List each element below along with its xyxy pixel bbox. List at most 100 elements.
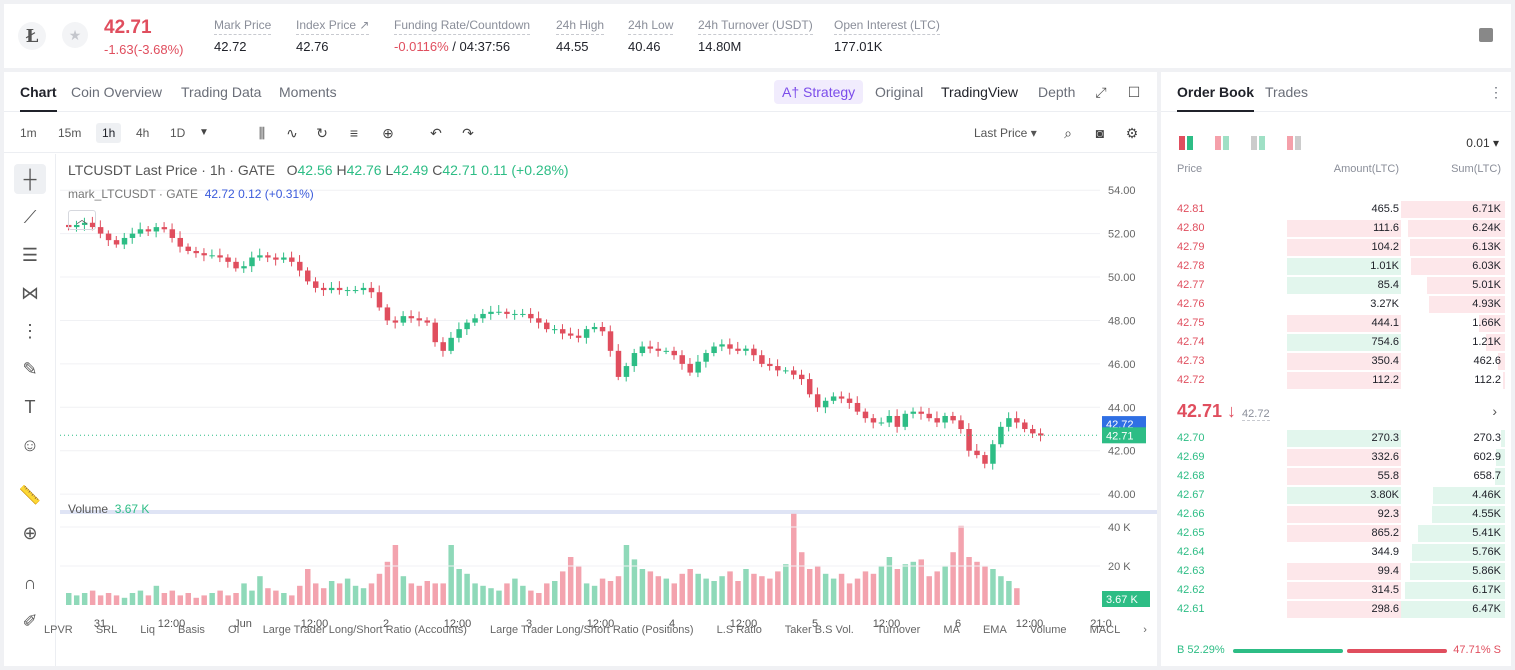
indicator-basis[interactable]: Basis [178, 624, 205, 636]
indicator-volume[interactable]: Volume [1029, 624, 1067, 636]
indicator-ema[interactable]: EMA [982, 624, 1007, 636]
ask-row[interactable]: 42.81 465.5 6.71K [1161, 200, 1511, 219]
asks-only-view-icon[interactable] [1287, 136, 1303, 150]
zoom-in-icon[interactable]: ⊕ [22, 523, 38, 543]
last-price-select[interactable]: Last Price ▾ [974, 126, 1037, 140]
camera-icon[interactable]: ◙ [1095, 125, 1105, 141]
chevron-right-icon[interactable]: › [1143, 624, 1147, 636]
sum-header: Sum(LTC) [1451, 163, 1501, 175]
indicator-ls-ratio[interactable]: L.S Ratio [716, 624, 762, 636]
bid-row[interactable]: 42.65 865.2 5.41K [1161, 524, 1511, 543]
crosshair-icon[interactable]: ┼ [14, 164, 46, 194]
indicator-macd[interactable]: MACL [1089, 624, 1121, 636]
strategy-button[interactable]: A† Strategy [774, 80, 864, 104]
add-alert-icon[interactable]: ⊕ [382, 125, 394, 141]
lock-drawing-icon[interactable]: ✐ [22, 611, 38, 631]
horizontal-lines-icon[interactable]: ☰ [21, 245, 39, 265]
candlestick-chart[interactable]: 54.00 52.00 50.00 48.00 46.00 44.00 42.00 40.00… [60, 154, 1157, 666]
candle-body [129, 233, 136, 238]
timeframe-1h[interactable]: 1h [96, 123, 122, 143]
candle-type-icon[interactable]: ⫼ [258, 125, 266, 141]
ask-row[interactable]: 42.72 112.2 112.2 [1161, 371, 1511, 390]
bid-row[interactable]: 42.70 270.3 270.3 [1161, 429, 1511, 448]
favorite-star-icon[interactable]: ★ [62, 22, 88, 48]
timeframe-1m[interactable]: 1m [20, 126, 37, 140]
bid-row[interactable]: 42.66 92.3 4.55K [1161, 505, 1511, 524]
ask-row[interactable]: 42.74 754.6 1.21K [1161, 333, 1511, 352]
bid-row[interactable]: 42.68 55.8 658.7 [1161, 467, 1511, 486]
tab-order-book[interactable]: Order Book [1177, 84, 1255, 112]
ticker-header: Ł ★ 42.71 -1.63(-3.68%) Mark Price 42.72… [4, 4, 1511, 68]
search-icon[interactable]: ⌕ [1064, 125, 1072, 141]
settings-gear-icon[interactable]: ⚙ [1125, 125, 1139, 141]
ask-row[interactable]: 42.80 111.6 6.24K [1161, 219, 1511, 238]
templates-icon[interactable]: ≡ [349, 125, 359, 141]
emoji-icon[interactable]: ☺ [20, 435, 40, 455]
tab-moments[interactable]: Moments [279, 84, 337, 100]
text-tool-icon[interactable]: T [24, 397, 36, 417]
redo-icon[interactable]: ↷ [462, 125, 474, 141]
undo-icon[interactable]: ↶ [430, 125, 442, 141]
tab-trades[interactable]: Trades [1265, 84, 1309, 100]
timeframe-dropdown-icon[interactable]: ▼ [199, 127, 209, 138]
bid-row[interactable]: 42.64 344.9 5.76K [1161, 543, 1511, 562]
mid-price[interactable]: 42.71 ↓ 42.72 [1177, 401, 1270, 422]
timeframe-4h[interactable]: 4h [136, 126, 150, 140]
ask-row[interactable]: 42.73 350.4 462.6 [1161, 352, 1511, 371]
ask-row[interactable]: 42.75 444.1 1.66K [1161, 314, 1511, 333]
ask-row[interactable]: 42.77 85.4 5.01K [1161, 276, 1511, 295]
tab-depth[interactable]: Depth [1038, 84, 1076, 100]
expand-icon[interactable]: ⤢ [1095, 84, 1107, 100]
precision-select[interactable]: 0.01 ▾ [1466, 136, 1499, 150]
indicator-turnover[interactable]: Turnover [876, 624, 921, 636]
tab-tradingview[interactable]: TradingView [941, 84, 1019, 100]
indicator-lpvr[interactable]: LPVR [44, 624, 73, 636]
pattern-icon[interactable]: ⋈ [21, 283, 39, 303]
both-sides-view-icon[interactable] [1179, 136, 1195, 150]
guide-book-icon[interactable] [1479, 28, 1493, 42]
chevron-right-icon[interactable]: › [1492, 403, 1497, 419]
stat-label[interactable]: Index Price ↗ [296, 18, 370, 35]
tab-coin-overview[interactable]: Coin Overview [71, 84, 163, 100]
collapse-legend-button[interactable]: ︿ [68, 210, 96, 230]
indicator-srl[interactable]: SRL [95, 624, 118, 636]
candle-body [830, 396, 837, 401]
sum-depth-bar [1433, 487, 1505, 504]
trend-line-icon[interactable]: ⟋ [23, 207, 37, 227]
bid-row[interactable]: 42.62 314.5 6.17K [1161, 581, 1511, 600]
stat-label[interactable]: Mark Price [214, 18, 272, 35]
ask-row[interactable]: 42.78 1.01K 6.03K [1161, 257, 1511, 276]
candle-body [679, 355, 685, 364]
bid-row[interactable]: 42.61 298.6 6.47K [1161, 600, 1511, 619]
fullscreen-icon[interactable]: ☐ [1127, 84, 1141, 100]
ruler-icon[interactable]: 📏 [18, 485, 42, 505]
bid-row[interactable]: 42.69 332.6 602.9 [1161, 448, 1511, 467]
more-menu-icon[interactable]: ⋮ [1489, 84, 1503, 100]
tab-chart[interactable]: Chart [20, 84, 57, 112]
bids-only-view-icon[interactable] [1251, 136, 1267, 150]
timeframe-15m[interactable]: 15m [58, 126, 82, 140]
magnet-icon[interactable]: ∩ [23, 573, 37, 593]
replay-icon[interactable]: ↻ [316, 125, 328, 141]
ask-row[interactable]: 42.79 104.2 6.13K [1161, 238, 1511, 257]
indicator-taker-vol[interactable]: Taker B.S Vol. [784, 624, 854, 636]
timeframe-1d[interactable]: 1D [170, 126, 186, 140]
stat-label[interactable]: Funding Rate/Countdown [394, 18, 531, 35]
volume-bar [97, 595, 104, 605]
indicator-liq[interactable]: Liq [140, 624, 155, 636]
fib-retracement-icon[interactable]: ⋮ [21, 321, 39, 341]
indicator-ltls-positions[interactable]: Large Trader Long/Short Ratio (Positions… [489, 624, 694, 636]
stat-label[interactable]: Open Interest (LTC) [834, 18, 940, 35]
ask-row[interactable]: 42.76 3.27K 4.93K [1161, 295, 1511, 314]
indicator-ma[interactable]: MA [943, 624, 960, 636]
indicators-icon[interactable]: ∿ [286, 125, 298, 141]
volume-bar [344, 578, 351, 605]
brush-icon[interactable]: ✎ [22, 359, 38, 379]
split-view-icon[interactable] [1215, 136, 1231, 150]
indicator-ltls-accounts[interactable]: Large Trader Long/Short Ratio (Accounts) [262, 624, 467, 636]
bid-row[interactable]: 42.67 3.80K 4.46K [1161, 486, 1511, 505]
tab-original[interactable]: Original [875, 84, 924, 100]
bid-row[interactable]: 42.63 99.4 5.86K [1161, 562, 1511, 581]
indicator-oi[interactable]: OI [228, 624, 240, 636]
tab-trading-data[interactable]: Trading Data [181, 84, 262, 100]
